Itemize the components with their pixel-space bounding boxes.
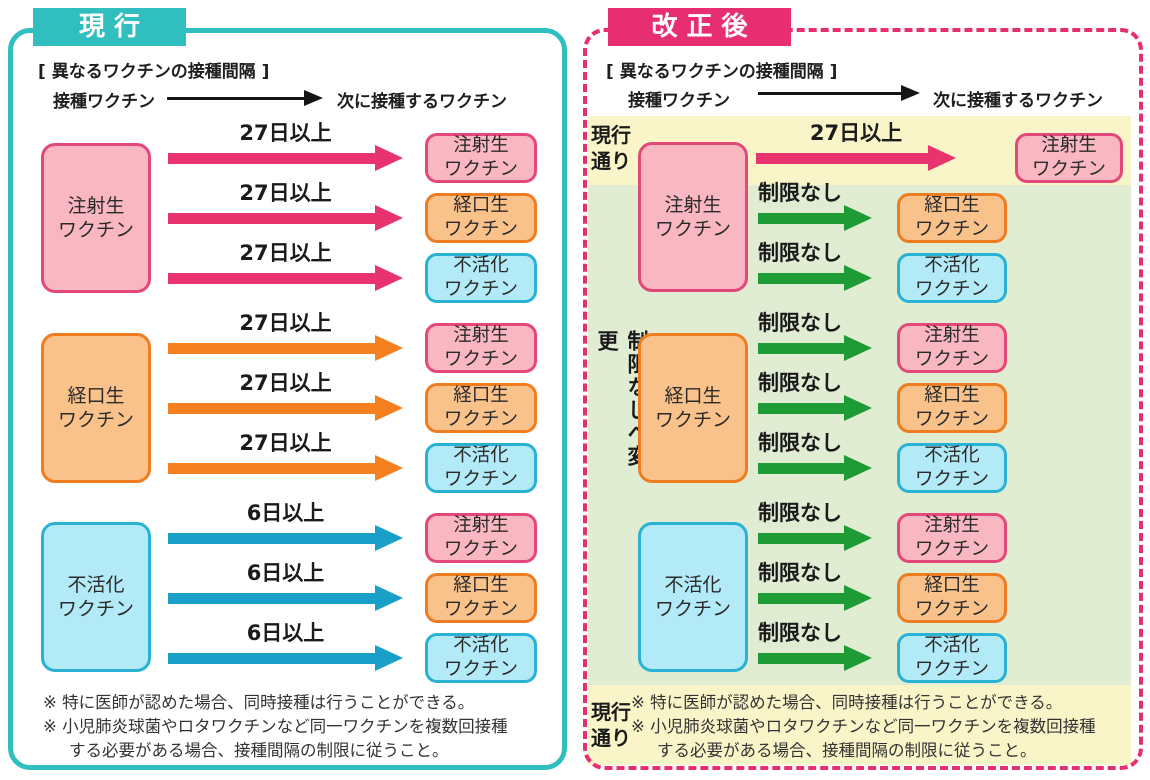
interval-arrow-icon	[758, 335, 872, 361]
interval-arrow-icon	[756, 145, 956, 171]
current-notes: ※ 特に医師が認めた場合、同時接種は行うことができる。 ※ 小児肺炎球菌やロタワ…	[43, 691, 548, 763]
target-box-injected-live: 注射生 ワクチン	[1015, 133, 1123, 183]
interval-label: 制限なし	[758, 431, 842, 455]
interval-arrow-icon	[168, 145, 403, 171]
interval-arrow-icon	[168, 645, 403, 671]
target-box-inactivated: 不活化 ワクチン	[897, 443, 1007, 493]
interval-label: 27日以上	[239, 121, 332, 145]
interval-arrow-icon	[168, 395, 403, 421]
revised-to-column-label: 次に接種するワクチン	[933, 91, 1103, 111]
note-line: ※ 特に医師が認めた場合、同時接種は行うことができる。	[43, 693, 475, 712]
source-box-injected-live: 注射生 ワクチン	[41, 143, 151, 293]
revised-from-column-label: 接種ワクチン	[628, 91, 730, 111]
interval-arrow-icon	[758, 205, 872, 231]
interval-label: 制限なし	[758, 311, 842, 335]
interval-arrow-icon	[758, 645, 872, 671]
interval-label: 制限なし	[758, 371, 842, 395]
target-box-oral-live: 経口生 ワクチン	[897, 573, 1007, 623]
target-box-oral-live: 経口生 ワクチン	[425, 383, 537, 433]
interval-arrow-icon	[758, 585, 872, 611]
interval-arrow-icon	[758, 525, 872, 551]
interval-label: 27日以上	[239, 371, 332, 395]
revised-panel-tab: 改正後	[608, 8, 791, 46]
interval-arrow-icon	[168, 525, 403, 551]
target-box-inactivated: 不活化 ワクチン	[425, 633, 537, 683]
note-line: ※ 小児肺炎球菌やロタワクチンなど同一ワクチンを複数回接種 する必要がある場合、…	[43, 717, 508, 760]
target-box-injected-live: 注射生 ワクチン	[425, 323, 537, 373]
interval-label: 制限なし	[758, 501, 842, 525]
target-box-injected-live: 注射生 ワクチン	[897, 513, 1007, 563]
interval-arrow-icon	[168, 265, 403, 291]
interval-label: 6日以上	[246, 501, 325, 525]
target-box-inactivated: 不活化 ワクチン	[897, 633, 1007, 683]
interval-label: 制限なし	[758, 561, 842, 585]
target-box-injected-live: 注射生 ワクチン	[425, 513, 537, 563]
interval-arrow-icon	[758, 455, 872, 481]
source-box-injected-live: 注射生 ワクチン	[638, 142, 748, 292]
target-box-injected-live: 注射生 ワクチン	[425, 133, 537, 183]
interval-label: 6日以上	[246, 621, 325, 645]
target-box-oral-live: 経口生 ワクチン	[425, 573, 537, 623]
flow-arrow-icon	[167, 90, 323, 106]
current-to-column-label: 次に接種するワクチン	[337, 92, 507, 112]
current-panel-tab: 現行	[33, 8, 186, 46]
target-box-oral-live: 経口生 ワクチン	[897, 383, 1007, 433]
interval-label: 27日以上	[239, 311, 332, 335]
current-rule-bottom-band	[588, 685, 1131, 765]
interval-label: 27日以上	[239, 181, 332, 205]
interval-arrow-icon	[758, 265, 872, 291]
target-box-inactivated: 不活化 ワクチン	[425, 443, 537, 493]
source-box-inactivated: 不活化 ワクチン	[638, 522, 748, 672]
interval-label: 27日以上	[239, 431, 332, 455]
target-box-injected-live: 注射生 ワクチン	[897, 323, 1007, 373]
source-box-oral-live: 経口生 ワクチン	[638, 333, 748, 483]
revised-notes: ※ 特に医師が認めた場合、同時接種は行うことができる。 ※ 小児肺炎球菌やロタワ…	[631, 691, 1129, 763]
interval-label: 制限なし	[758, 621, 842, 645]
note-line: ※ 小児肺炎球菌やロタワクチンなど同一ワクチンを複数回接種 する必要がある場合、…	[631, 717, 1096, 760]
target-box-inactivated: 不活化 ワクチン	[425, 253, 537, 303]
revised-subtitle: [ 異なるワクチンの接種間隔 ]	[606, 62, 838, 82]
interval-arrow-icon	[758, 395, 872, 421]
interval-label: 27日以上	[809, 121, 903, 145]
interval-arrow-icon	[168, 585, 403, 611]
source-box-inactivated: 不活化 ワクチン	[41, 522, 151, 672]
flow-arrow-icon	[758, 85, 920, 101]
current-band-label: 現行 通り	[591, 123, 631, 173]
current-subtitle: [ 異なるワクチンの接種間隔 ]	[38, 62, 270, 82]
interval-label: 制限なし	[758, 241, 842, 265]
current-from-column-label: 接種ワクチン	[53, 92, 155, 112]
revised-panel	[583, 28, 1143, 770]
source-box-oral-live: 経口生 ワクチン	[41, 333, 151, 483]
target-box-oral-live: 経口生 ワクチン	[897, 193, 1007, 243]
target-box-oral-live: 経口生 ワクチン	[425, 193, 537, 243]
interval-label: 27日以上	[239, 241, 332, 265]
interval-arrow-icon	[168, 205, 403, 231]
interval-arrow-icon	[168, 455, 403, 481]
bottom-band-label: 現行 通り	[591, 700, 631, 750]
interval-arrow-icon	[168, 335, 403, 361]
interval-label: 制限なし	[758, 181, 842, 205]
note-line: ※ 特に医師が認めた場合、同時接種は行うことができる。	[631, 693, 1063, 712]
target-box-inactivated: 不活化 ワクチン	[897, 253, 1007, 303]
interval-label: 6日以上	[246, 561, 325, 585]
